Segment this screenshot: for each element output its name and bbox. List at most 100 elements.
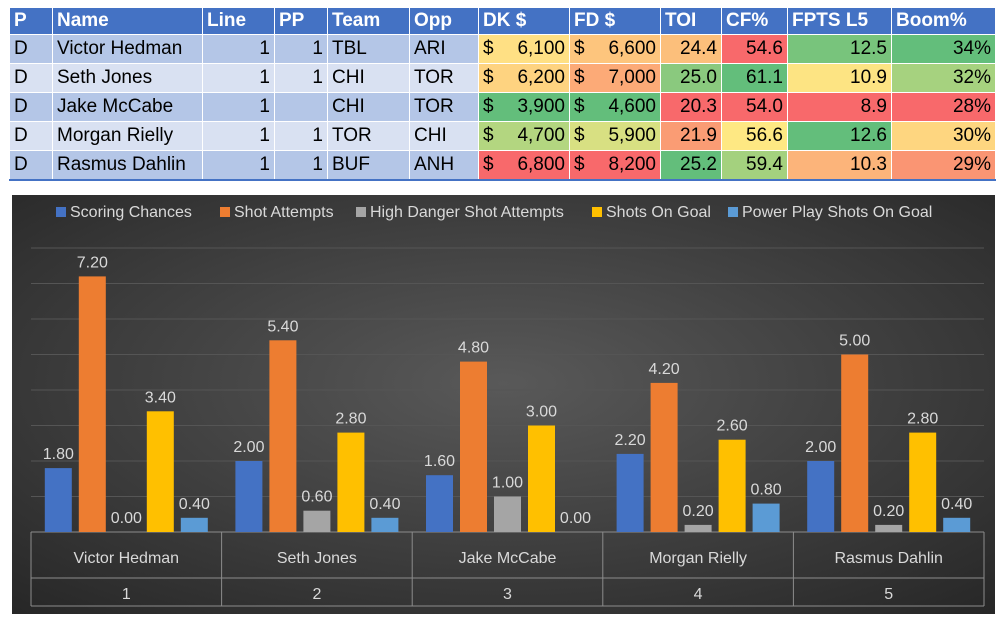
cell-boom-pct: 32%: [891, 63, 996, 93]
header-name: Name: [52, 7, 203, 35]
cell-cf-pct: 59.4: [721, 150, 788, 181]
cell-name: Seth Jones: [52, 63, 203, 93]
currency-symbol: $: [574, 96, 585, 117]
currency-symbol: $: [574, 154, 585, 175]
cell-name: Morgan Rielly: [52, 121, 203, 151]
bar-power-play-shots-on-goal: [752, 503, 780, 532]
data-label: 0.60: [301, 489, 332, 506]
bar-high-danger-shot-attempts: [684, 524, 712, 532]
data-label: 4.80: [458, 340, 489, 357]
bar-scoring-chances: [44, 468, 72, 532]
salary-amount: 4,600: [608, 96, 656, 117]
cell-position: D: [9, 150, 53, 181]
data-label: 1.00: [492, 475, 523, 492]
stats-bar-chart: Scoring Chances Shot Attempts High Danger …: [12, 195, 995, 614]
salary-amount: 7,000: [608, 67, 656, 88]
data-label: 7.20: [77, 254, 108, 271]
category-label: Seth Jones: [277, 550, 357, 567]
table-row: D Rasmus Dahlin 1 1 BUF ANH $6,800 $8,200 25.2 59…: [9, 150, 996, 181]
cell-name: Jake McCabe: [52, 92, 203, 122]
category-number: 1: [122, 586, 131, 603]
currency-symbol: $: [483, 125, 494, 146]
cell-fpts-l5: 12.6: [787, 121, 892, 151]
category-number: 5: [884, 586, 893, 603]
category-label: Rasmus Dahlin: [834, 550, 942, 567]
salary-amount: 3,900: [517, 96, 565, 117]
table-row: D Jake McCabe 1 CHI TOR $3,900 $4,600 20.3 54.0 8…: [9, 92, 996, 122]
cell-opp: TOR: [409, 63, 479, 93]
salary-amount: 6,100: [517, 38, 565, 59]
category-label: Morgan Rielly: [649, 550, 747, 567]
bar-scoring-chances: [235, 461, 263, 532]
header-dk-salary: DK $: [478, 7, 570, 35]
data-label: 0.80: [751, 482, 782, 499]
cell-position: D: [9, 92, 53, 122]
data-label: 2.00: [233, 439, 264, 456]
cell-fd-salary: $5,900: [569, 121, 661, 151]
bar-shots-on-goal: [337, 432, 365, 532]
bar-shots-on-goal: [909, 432, 937, 532]
bar-power-play-shots-on-goal: [371, 517, 399, 532]
header-fpts-l5: FPTS L5: [787, 7, 892, 35]
cell-team: BUF: [327, 150, 410, 181]
cell-team: TOR: [327, 121, 410, 151]
header-cf-pct: CF%: [721, 7, 788, 35]
cell-boom-pct: 34%: [891, 34, 996, 64]
legend-label: Power Play Shots On Goal: [742, 204, 932, 221]
cell-opp: ANH: [409, 150, 479, 181]
bar-shot-attempts: [78, 276, 106, 532]
category-label: Victor Hedman: [74, 550, 180, 567]
cell-fd-salary: $8,200: [569, 150, 661, 181]
cell-line: 1: [202, 34, 275, 64]
header-position: P: [9, 7, 53, 35]
table-header-row: P Name Line PP Team Opp DK $ FD $ TOI CF…: [9, 7, 996, 35]
cell-opp: TOR: [409, 92, 479, 122]
cell-fpts-l5: 8.9: [787, 92, 892, 122]
salary-amount: 6,600: [608, 38, 656, 59]
bar-scoring-chances: [426, 475, 453, 532]
cell-line: 1: [202, 92, 275, 122]
legend-label: Shots On Goal: [606, 204, 711, 221]
chart-background: [12, 195, 995, 614]
data-label: 0.40: [179, 496, 210, 513]
cell-team: CHI: [327, 92, 410, 122]
data-label: 4.20: [649, 361, 680, 378]
cell-pp: 1: [274, 63, 328, 93]
cell-position: D: [9, 63, 53, 93]
bar-shots-on-goal: [528, 425, 555, 532]
bar-power-play-shots-on-goal: [943, 517, 971, 532]
data-label: 2.80: [335, 411, 366, 428]
cell-boom-pct: 30%: [891, 121, 996, 151]
cell-dk-salary: $6,100: [478, 34, 570, 64]
salary-amount: 5,900: [608, 125, 656, 146]
data-label: 5.00: [839, 333, 870, 350]
bar-power-play-shots-on-goal: [180, 517, 208, 532]
data-label: 2.60: [717, 418, 748, 435]
cell-fpts-l5: 10.3: [787, 150, 892, 181]
cell-toi: 24.4: [660, 34, 722, 64]
salary-amount: 4,700: [517, 125, 565, 146]
currency-symbol: $: [574, 67, 585, 88]
bar-high-danger-shot-attempts: [494, 496, 521, 532]
data-label: 0.00: [111, 510, 142, 527]
cell-name: Victor Hedman: [52, 34, 203, 64]
currency-symbol: $: [483, 38, 494, 59]
header-boom-pct: Boom%: [891, 7, 996, 35]
bar-scoring-chances: [616, 453, 644, 532]
header-pp: PP: [274, 7, 328, 35]
cell-opp: CHI: [409, 121, 479, 151]
data-label: 0.20: [873, 503, 904, 520]
cell-cf-pct: 56.6: [721, 121, 788, 151]
cell-fd-salary: $7,000: [569, 63, 661, 93]
bar-shot-attempts: [650, 382, 678, 532]
data-label: 2.00: [805, 439, 836, 456]
header-fd-salary: FD $: [569, 7, 661, 35]
cell-boom-pct: 28%: [891, 92, 996, 122]
cell-dk-salary: $6,800: [478, 150, 570, 181]
data-label: 0.40: [369, 496, 400, 513]
bar-shot-attempts: [460, 361, 487, 532]
cell-pp: 1: [274, 150, 328, 181]
category-number: 3: [503, 586, 512, 603]
currency-symbol: $: [483, 67, 494, 88]
header-team: Team: [327, 7, 410, 35]
